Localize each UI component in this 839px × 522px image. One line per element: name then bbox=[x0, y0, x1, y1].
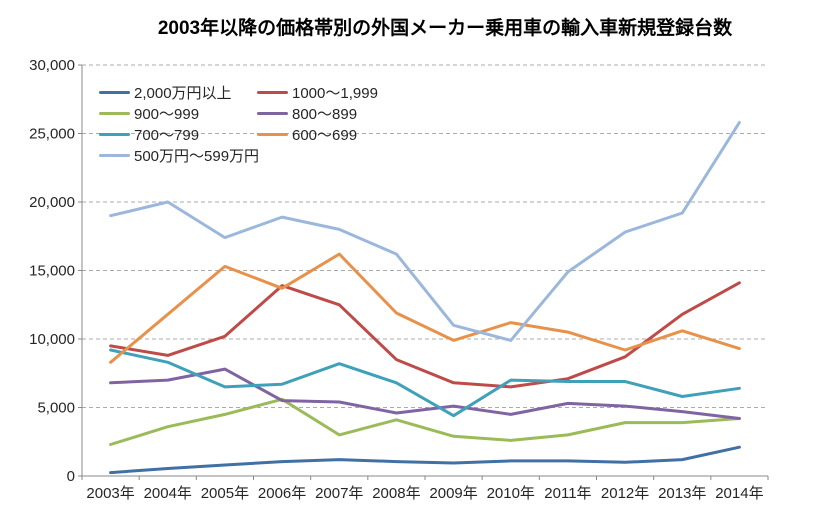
y-axis-label: 30,000 bbox=[29, 57, 75, 74]
x-axis-label: 2014年 bbox=[715, 485, 763, 502]
legend-item: 500万円～599万円 bbox=[99, 145, 260, 166]
legend-label: 1000～1,999 bbox=[292, 85, 378, 102]
y-axis-label: 10,000 bbox=[29, 331, 75, 348]
x-axis-label: 2004年 bbox=[144, 485, 192, 502]
x-axis-label: 2010年 bbox=[487, 485, 535, 502]
legend-item: 2,000万円以上 bbox=[99, 82, 257, 103]
legend-swatch bbox=[99, 112, 130, 115]
legend-swatch bbox=[257, 133, 288, 136]
series-line-1 bbox=[109, 281, 741, 389]
legend-label: 500万円～599万円 bbox=[134, 148, 260, 165]
x-axis-label: 2006年 bbox=[258, 485, 306, 502]
x-axis-label: 2003年 bbox=[86, 485, 134, 502]
legend-swatch bbox=[99, 91, 130, 94]
x-axis-label: 2005年 bbox=[201, 485, 249, 502]
series-line-3 bbox=[109, 367, 741, 420]
legend-item: 600～699 bbox=[257, 124, 378, 145]
legend-swatch bbox=[99, 154, 130, 157]
series-line-0 bbox=[109, 445, 741, 475]
legend-label: 700～799 bbox=[134, 127, 200, 144]
legend-item: 900～999 bbox=[99, 103, 257, 124]
y-axis-label: 15,000 bbox=[29, 263, 75, 280]
legend-label: 2,000万円以上 bbox=[134, 85, 232, 102]
y-axis-label: 0 bbox=[67, 468, 75, 485]
x-axis-label: 2009年 bbox=[429, 485, 477, 502]
legend-item: 1000～1,999 bbox=[257, 82, 378, 103]
series-line-5 bbox=[109, 252, 741, 364]
x-axis-label: 2012年 bbox=[601, 485, 649, 502]
chart-title: 2003年以降の価格帯別の外国メーカー乗用車の輸入車新規登録台数 bbox=[157, 18, 733, 39]
series-line-4 bbox=[109, 348, 741, 418]
x-axis-label: 2007年 bbox=[315, 485, 363, 502]
legend-item: 700～799 bbox=[99, 124, 257, 145]
legend-swatch bbox=[257, 112, 288, 115]
legend-label: 900～999 bbox=[134, 106, 200, 123]
y-axis-label: 20,000 bbox=[29, 194, 75, 211]
legend-swatch bbox=[99, 133, 130, 136]
x-axis-label: 2011年 bbox=[544, 485, 591, 502]
legend-label: 600～699 bbox=[292, 127, 358, 144]
series-line-6 bbox=[109, 121, 741, 342]
legend-item: 800～899 bbox=[257, 103, 378, 124]
y-axis-label: 5,000 bbox=[37, 400, 75, 417]
x-axis-label: 2008年 bbox=[372, 485, 420, 502]
legend-swatch bbox=[257, 91, 288, 94]
legend-label: 800～899 bbox=[292, 106, 358, 123]
series-line-2 bbox=[109, 397, 741, 446]
legend: 2,000万円以上 1000～1,999 900～999 800～899 700～799… bbox=[99, 82, 378, 166]
x-axis-label: 2013年 bbox=[658, 485, 706, 502]
y-axis-label: 25,000 bbox=[29, 126, 75, 143]
